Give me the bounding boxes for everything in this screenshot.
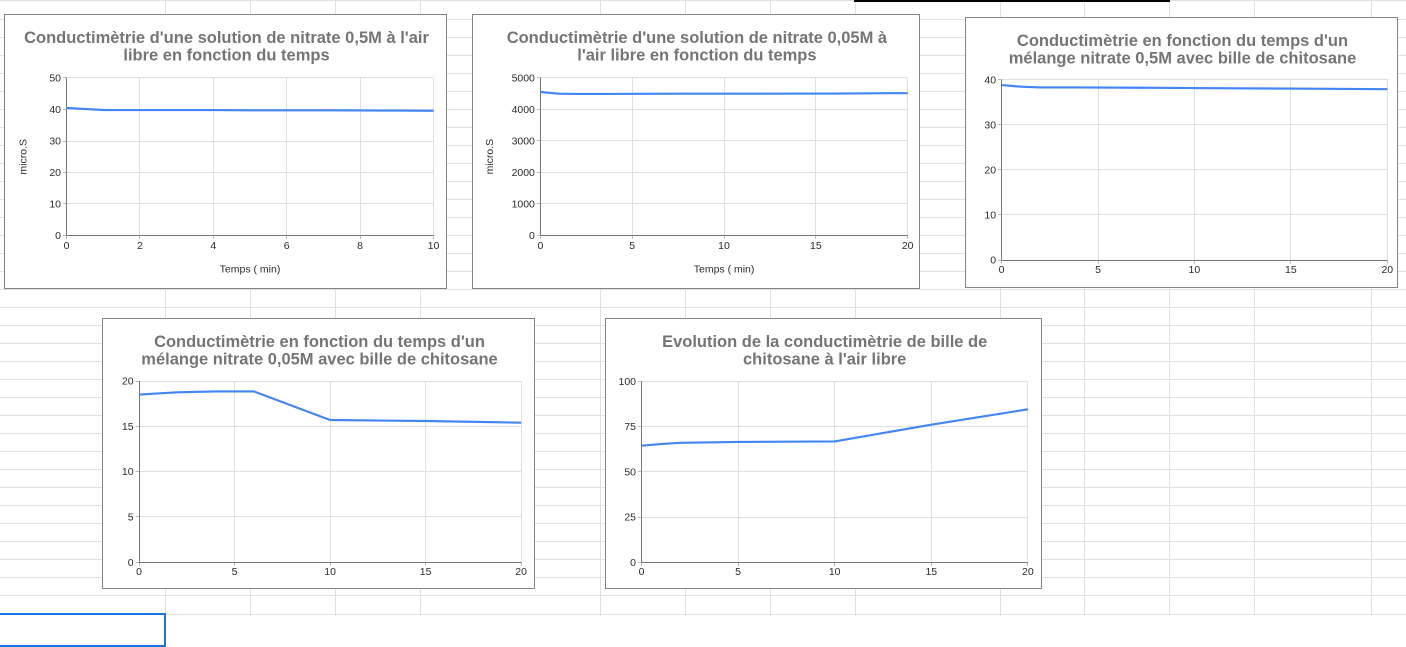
svg-text:chitosane à l'air libre: chitosane à l'air libre xyxy=(743,351,906,369)
svg-text:0: 0 xyxy=(630,558,636,569)
svg-text:5000: 5000 xyxy=(512,74,535,85)
svg-text:Conductimètrie en fonction du: Conductimètrie en fonction du temps d'un xyxy=(154,333,485,351)
svg-text:25: 25 xyxy=(624,513,636,524)
svg-text:Temps ( min): Temps ( min) xyxy=(219,264,280,276)
svg-text:2000: 2000 xyxy=(512,168,535,179)
svg-text:Evolution de la conductimètrie: Evolution de la conductimètrie de bille … xyxy=(662,333,987,351)
svg-text:10: 10 xyxy=(49,199,61,211)
svg-text:10: 10 xyxy=(984,210,996,222)
svg-text:micro.S: micro.S xyxy=(485,139,496,175)
svg-text:10: 10 xyxy=(829,567,841,578)
svg-text:20: 20 xyxy=(902,241,914,252)
svg-text:1000: 1000 xyxy=(512,200,535,211)
svg-text:20: 20 xyxy=(984,165,996,177)
svg-text:6: 6 xyxy=(283,240,289,252)
svg-text:10: 10 xyxy=(1188,264,1200,276)
svg-text:5: 5 xyxy=(231,567,237,578)
svg-text:40: 40 xyxy=(49,104,61,116)
svg-text:0: 0 xyxy=(639,567,645,578)
svg-text:Temps ( min): Temps ( min) xyxy=(694,265,755,276)
svg-text:5: 5 xyxy=(127,513,133,524)
svg-text:50: 50 xyxy=(624,467,636,478)
svg-text:15: 15 xyxy=(810,241,822,252)
svg-text:20: 20 xyxy=(122,377,134,388)
svg-text:0: 0 xyxy=(529,231,535,242)
svg-text:15: 15 xyxy=(1285,264,1297,276)
svg-text:20: 20 xyxy=(1022,567,1034,578)
svg-text:Conductimètrie d'une solution: Conductimètrie d'une solution de nitrate… xyxy=(24,29,429,47)
svg-text:5: 5 xyxy=(630,241,636,252)
svg-text:0: 0 xyxy=(55,230,61,242)
svg-text:libre en fonction du temps: libre en fonction du temps xyxy=(123,47,329,65)
svg-text:15: 15 xyxy=(926,567,938,578)
svg-text:3000: 3000 xyxy=(512,137,535,148)
svg-text:0: 0 xyxy=(127,558,133,569)
svg-text:Conductimètrie d'une solution: Conductimètrie d'une solution de nitrate… xyxy=(507,29,888,47)
svg-text:10: 10 xyxy=(324,567,336,578)
svg-text:10: 10 xyxy=(718,241,730,252)
svg-text:20: 20 xyxy=(1381,264,1393,276)
svg-text:l'air libre en fonction du tem: l'air libre en fonction du temps xyxy=(578,47,817,65)
svg-text:10: 10 xyxy=(122,467,134,478)
svg-text:4000: 4000 xyxy=(512,105,535,116)
svg-text:mélange nitrate 0,05M avec bil: mélange nitrate 0,05M avec bille de chit… xyxy=(141,351,497,369)
svg-text:100: 100 xyxy=(619,377,637,388)
svg-text:40: 40 xyxy=(984,74,996,86)
svg-text:4: 4 xyxy=(210,240,216,252)
svg-text:2: 2 xyxy=(136,240,142,252)
svg-text:5: 5 xyxy=(1095,264,1101,276)
svg-text:0: 0 xyxy=(63,240,69,252)
svg-text:0: 0 xyxy=(990,255,996,267)
svg-text:0: 0 xyxy=(136,567,142,578)
svg-text:0: 0 xyxy=(538,241,544,252)
svg-text:8: 8 xyxy=(357,240,363,252)
svg-text:0: 0 xyxy=(998,264,1004,276)
svg-text:75: 75 xyxy=(624,422,636,433)
svg-text:15: 15 xyxy=(419,567,431,578)
svg-text:15: 15 xyxy=(122,422,134,433)
svg-text:Conductimètrie en fonction du: Conductimètrie en fonction du temps d'un xyxy=(1017,32,1348,50)
svg-text:10: 10 xyxy=(427,240,439,252)
svg-text:30: 30 xyxy=(984,120,996,132)
svg-text:micro.S: micro.S xyxy=(17,139,29,175)
svg-text:30: 30 xyxy=(49,136,61,148)
svg-text:20: 20 xyxy=(515,567,527,578)
svg-text:20: 20 xyxy=(49,167,61,179)
svg-text:5: 5 xyxy=(735,567,741,578)
svg-text:mélange nitrate 0,5M avec bill: mélange nitrate 0,5M avec bille de chito… xyxy=(1008,50,1356,68)
svg-text:50: 50 xyxy=(49,73,61,85)
